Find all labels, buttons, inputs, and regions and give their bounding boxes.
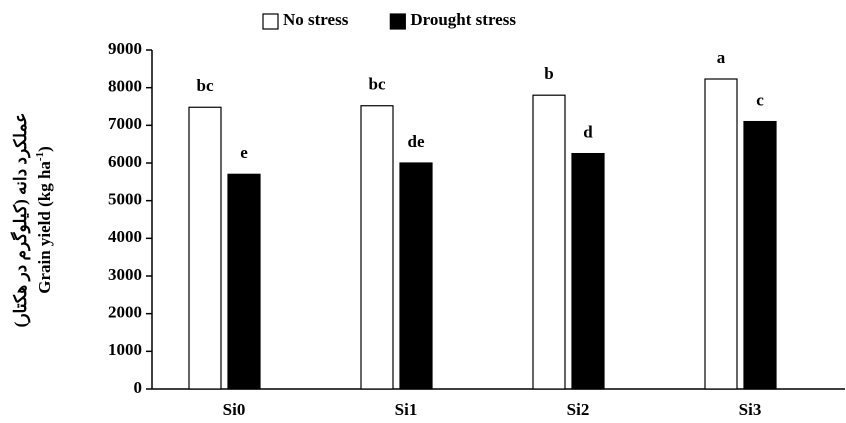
x-tick-label: Si0: [223, 400, 246, 419]
bar: [188, 106, 222, 390]
y-axis-label-fa: عملکرد دانه (کیلوگرم در هکتار): [10, 113, 31, 328]
bar-letter: bc: [369, 75, 386, 94]
bar-letter: de: [408, 132, 425, 151]
legend-swatch: [262, 13, 279, 30]
bar: [532, 94, 566, 390]
y-tick-label: 6000: [108, 152, 142, 171]
x-tick-label: Si1: [395, 400, 418, 419]
bar-letter: bc: [197, 76, 214, 95]
y-tick-label: 4000: [108, 227, 142, 246]
y-axis-label-text: Grain yield (kg ha: [35, 161, 54, 294]
bar: [399, 162, 433, 390]
y-axis-label: Grain yield (kg ha-1): [34, 146, 54, 294]
bar: [227, 173, 261, 390]
y-tick-label: 2000: [108, 303, 142, 322]
legend-swatch: [389, 13, 406, 30]
x-tick-label: Si2: [567, 400, 590, 419]
bar: [571, 152, 605, 390]
bar-letter: e: [240, 143, 248, 162]
y-tick-label: 7000: [108, 114, 142, 133]
x-tick-label: Si3: [739, 400, 762, 419]
bar-letter: d: [583, 122, 593, 141]
y-tick-label: 5000: [108, 190, 142, 209]
bar: [743, 120, 777, 390]
y-tick-label: 9000: [108, 39, 142, 58]
legend-label: Drought stress: [410, 10, 516, 29]
y-tick-label: 0: [134, 378, 143, 397]
bar: [360, 105, 394, 390]
bar-letter: c: [756, 90, 764, 109]
bar-letter: b: [544, 64, 553, 83]
y-tick-label: 3000: [108, 265, 142, 284]
legend-label: No stress: [283, 10, 349, 29]
bar-letter: a: [717, 48, 726, 67]
bar: [704, 78, 738, 390]
y-axis-label-sup: -1: [34, 152, 46, 161]
y-axis-label-end: ): [35, 146, 54, 152]
y-tick-label: 8000: [108, 77, 142, 96]
y-tick-label: 1000: [108, 340, 142, 359]
